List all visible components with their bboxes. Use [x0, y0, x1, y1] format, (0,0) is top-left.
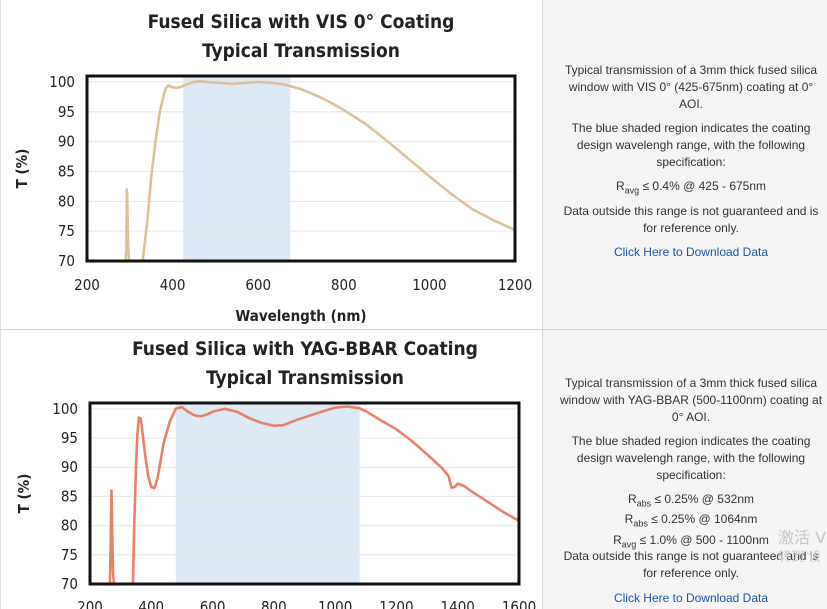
y-tick-label: 95: [61, 429, 78, 447]
y-tick-label: 70: [61, 575, 78, 593]
spec-line: Rabs ≤ 0.25% @ 532nm: [627, 492, 754, 509]
y-tick-label: 70: [58, 252, 75, 270]
x-axis-label: Wavelength (nm): [235, 307, 366, 325]
y-tick-label: 75: [61, 546, 78, 564]
chart-title-line1: Fused Silica with YAG-BBAR Coating: [132, 338, 478, 360]
shaded-region-note: The blue shaded region indicates the coa…: [571, 121, 811, 169]
description-text: Typical transmission of a 3mm thick fuse…: [559, 376, 823, 424]
x-tick-label: 1000: [318, 598, 352, 609]
info-cell-yag-bbar: Typical transmission of a 3mm thick fuse…: [543, 330, 827, 609]
x-tick-label: 1200: [379, 598, 413, 609]
chart-title-line1: Fused Silica with VIS 0° Coating: [148, 11, 455, 33]
chart-title-line2: Typical Transmission: [202, 40, 400, 62]
y-tick-label: 90: [58, 133, 75, 151]
transmission-chart-vis0: Fused Silica with VIS 0° Coating Typical…: [13, 11, 532, 325]
y-tick-label: 90: [61, 458, 78, 476]
x-tick-label: 1600: [502, 598, 536, 609]
y-axis-label: T (%): [15, 474, 33, 514]
y-tick-label: 100: [49, 73, 75, 91]
disclaimer-text: Data outside this range is not guarantee…: [563, 549, 819, 580]
spec-line: Ravg ≤ 0.4% @ 425 - 675nm: [615, 179, 767, 196]
transmission-line: [124, 80, 515, 261]
y-tick-label: 95: [58, 103, 75, 121]
product-row-vis0: Fused Silica with VIS 0° Coating Typical…: [0, 0, 827, 330]
y-tick-label: 80: [58, 192, 75, 210]
x-tick-label: 1200: [498, 276, 532, 294]
chart-title-line2: Typical Transmission: [206, 367, 404, 389]
spec-line: Ravg ≤ 1.0% @ 500 - 1100nm: [613, 532, 769, 550]
plot-frame: [85, 74, 517, 263]
x-tick-label: 600: [200, 598, 226, 609]
x-tick-label: 400: [160, 276, 186, 294]
product-row-yag-bbar: Fused Silica with YAG-BBAR Coating Typic…: [0, 330, 827, 609]
transmission-chart-yag-bbar: Fused Silica with YAG-BBAR Coating Typic…: [15, 338, 536, 609]
download-link-container: Click Here to Download Data: [557, 244, 825, 261]
y-tick-label: 85: [61, 487, 78, 505]
x-tick-label: 800: [261, 598, 287, 609]
x-tick-label: 600: [245, 276, 271, 294]
y-axis-label: T (%): [13, 149, 31, 189]
x-tick-label: 1000: [412, 276, 446, 294]
plot-frame: [88, 401, 521, 586]
coating-design-range-shade: [183, 76, 291, 261]
x-tick-label: 800: [331, 276, 357, 294]
shaded-region-note: The blue shaded region indicates the coa…: [571, 434, 811, 482]
chart-cell-yag-bbar: Fused Silica with YAG-BBAR Coating Typic…: [0, 330, 543, 609]
y-tick-label: 100: [52, 400, 78, 418]
coating-design-range-shade: [175, 403, 360, 584]
download-data-link[interactable]: Click Here to Download Data: [613, 245, 769, 259]
watermark-line2: 转到 设: [778, 550, 822, 565]
info-cell-vis0: Typical transmission of a 3mm thick fuse…: [543, 0, 827, 330]
spec-list: Ravg ≤ 0.4% @ 425 - 675nm: [557, 178, 825, 198]
watermark-line1: 激活 V: [778, 528, 827, 547]
download-link-container: Click Here to Download Data: [557, 590, 825, 607]
spec-line: Rabs ≤ 0.25% @ 1064nm: [624, 512, 758, 529]
spec-list: Rabs ≤ 0.25% @ 532nm Rabs ≤ 0.25% @ 1064…: [557, 491, 825, 552]
y-tick-label: 80: [61, 517, 78, 535]
os-activation-watermark: 激活 V 转到 设: [778, 528, 827, 568]
download-data-link[interactable]: Click Here to Download Data: [613, 591, 769, 605]
x-tick-label: 200: [74, 276, 100, 294]
y-tick-label: 85: [58, 162, 75, 180]
x-tick-label: 200: [77, 598, 103, 609]
x-tick-label: 400: [138, 598, 164, 609]
transmission-line: [108, 405, 519, 584]
disclaimer-text: Data outside this range is not guarantee…: [563, 204, 819, 235]
chart-cell-vis0: Fused Silica with VIS 0° Coating Typical…: [0, 0, 543, 330]
description-text: Typical transmission of a 3mm thick fuse…: [564, 63, 818, 111]
x-tick-label: 1400: [441, 598, 475, 609]
y-tick-label: 75: [58, 222, 75, 240]
